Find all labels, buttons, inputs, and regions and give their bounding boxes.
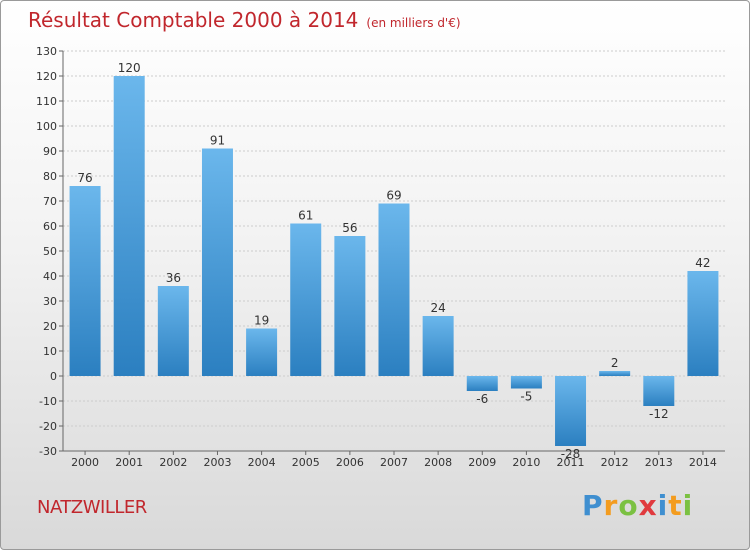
logo-letter: P [582, 489, 604, 522]
logo-letter: o [618, 489, 639, 522]
x-tick-label-2012: 2012 [601, 456, 629, 469]
x-tick-label-2008: 2008 [424, 456, 452, 469]
bar-2005 [290, 223, 322, 376]
logo-letter: t [668, 489, 683, 522]
value-label-2010: -5 [520, 390, 532, 404]
value-label-2000: 76 [77, 171, 92, 185]
value-label-2008: 24 [430, 301, 445, 315]
x-tick-label-2007: 2007 [380, 456, 408, 469]
y-tick-label: -10 [39, 395, 57, 408]
value-label-2014: 42 [695, 256, 710, 270]
x-tick-label-2011: 2011 [557, 456, 585, 469]
value-label-2013: -12 [649, 407, 669, 421]
x-tick-label-2005: 2005 [292, 456, 320, 469]
x-tick-label-2004: 2004 [248, 456, 276, 469]
x-tick-label-2013: 2013 [645, 456, 673, 469]
x-tick-label-2001: 2001 [115, 456, 143, 469]
commune-name: NATZWILLER [37, 497, 147, 518]
x-tick-label-2003: 2003 [203, 456, 231, 469]
bar-2009 [466, 376, 498, 391]
y-tick-label: 20 [43, 320, 57, 333]
value-label-2001: 120 [118, 61, 141, 75]
bar-2014 [687, 271, 719, 376]
value-label-2005: 61 [298, 209, 313, 223]
value-label-2006: 56 [342, 221, 357, 235]
title-main: Résultat Comptable 2000 à 2014 [28, 8, 359, 32]
bar-2007 [378, 203, 410, 376]
y-tick-label: -20 [39, 420, 57, 433]
logo-letter: i [657, 489, 669, 522]
y-tick-label: 120 [36, 70, 57, 83]
y-tick-label: 130 [36, 45, 57, 58]
chart-title: Résultat Comptable 2000 à 2014 (en millie… [28, 8, 461, 32]
x-tick-label-2000: 2000 [71, 456, 99, 469]
bar-2008 [422, 316, 454, 376]
y-tick-label: 50 [43, 245, 57, 258]
bar-2004 [246, 328, 278, 376]
value-label-2009: -6 [476, 392, 488, 406]
x-tick-label-2010: 2010 [512, 456, 540, 469]
bar-2012 [599, 371, 631, 376]
y-tick-label: 30 [43, 295, 57, 308]
y-tick-label: 100 [36, 120, 57, 133]
y-tick-label: 40 [43, 270, 57, 283]
value-label-2012: 2 [611, 356, 619, 370]
logo-letter: r [603, 489, 619, 522]
x-tick-label-2006: 2006 [336, 456, 364, 469]
y-tick-label: 10 [43, 345, 57, 358]
logo-letter: x [638, 489, 658, 522]
bar-2011 [555, 376, 587, 446]
bar-2010 [510, 376, 542, 389]
y-tick-label: 110 [36, 95, 57, 108]
bar-2000 [69, 186, 101, 376]
x-tick-label-2002: 2002 [159, 456, 187, 469]
logo-letter: i [682, 489, 694, 522]
y-tick-label: 0 [50, 370, 57, 383]
bar-2006 [334, 236, 366, 376]
value-label-2003: 91 [210, 134, 225, 148]
bar-2001 [113, 76, 145, 376]
x-tick-label-2009: 2009 [468, 456, 496, 469]
y-tick-label: 80 [43, 170, 57, 183]
y-tick-label: 70 [43, 195, 57, 208]
value-label-2007: 69 [386, 189, 401, 203]
y-tick-label: 90 [43, 145, 57, 158]
x-tick-label-2014: 2014 [689, 456, 717, 469]
y-tick-label: -30 [39, 445, 57, 458]
title-unit: (en milliers d'€) [366, 16, 461, 30]
value-label-2004: 19 [254, 314, 269, 328]
proxiti-logo: Proxiti [582, 489, 693, 522]
bar-2002 [157, 286, 189, 376]
y-tick-label: 60 [43, 220, 57, 233]
bar-2003 [201, 148, 233, 376]
bar-2013 [643, 376, 675, 406]
value-label-2002: 36 [166, 271, 181, 285]
